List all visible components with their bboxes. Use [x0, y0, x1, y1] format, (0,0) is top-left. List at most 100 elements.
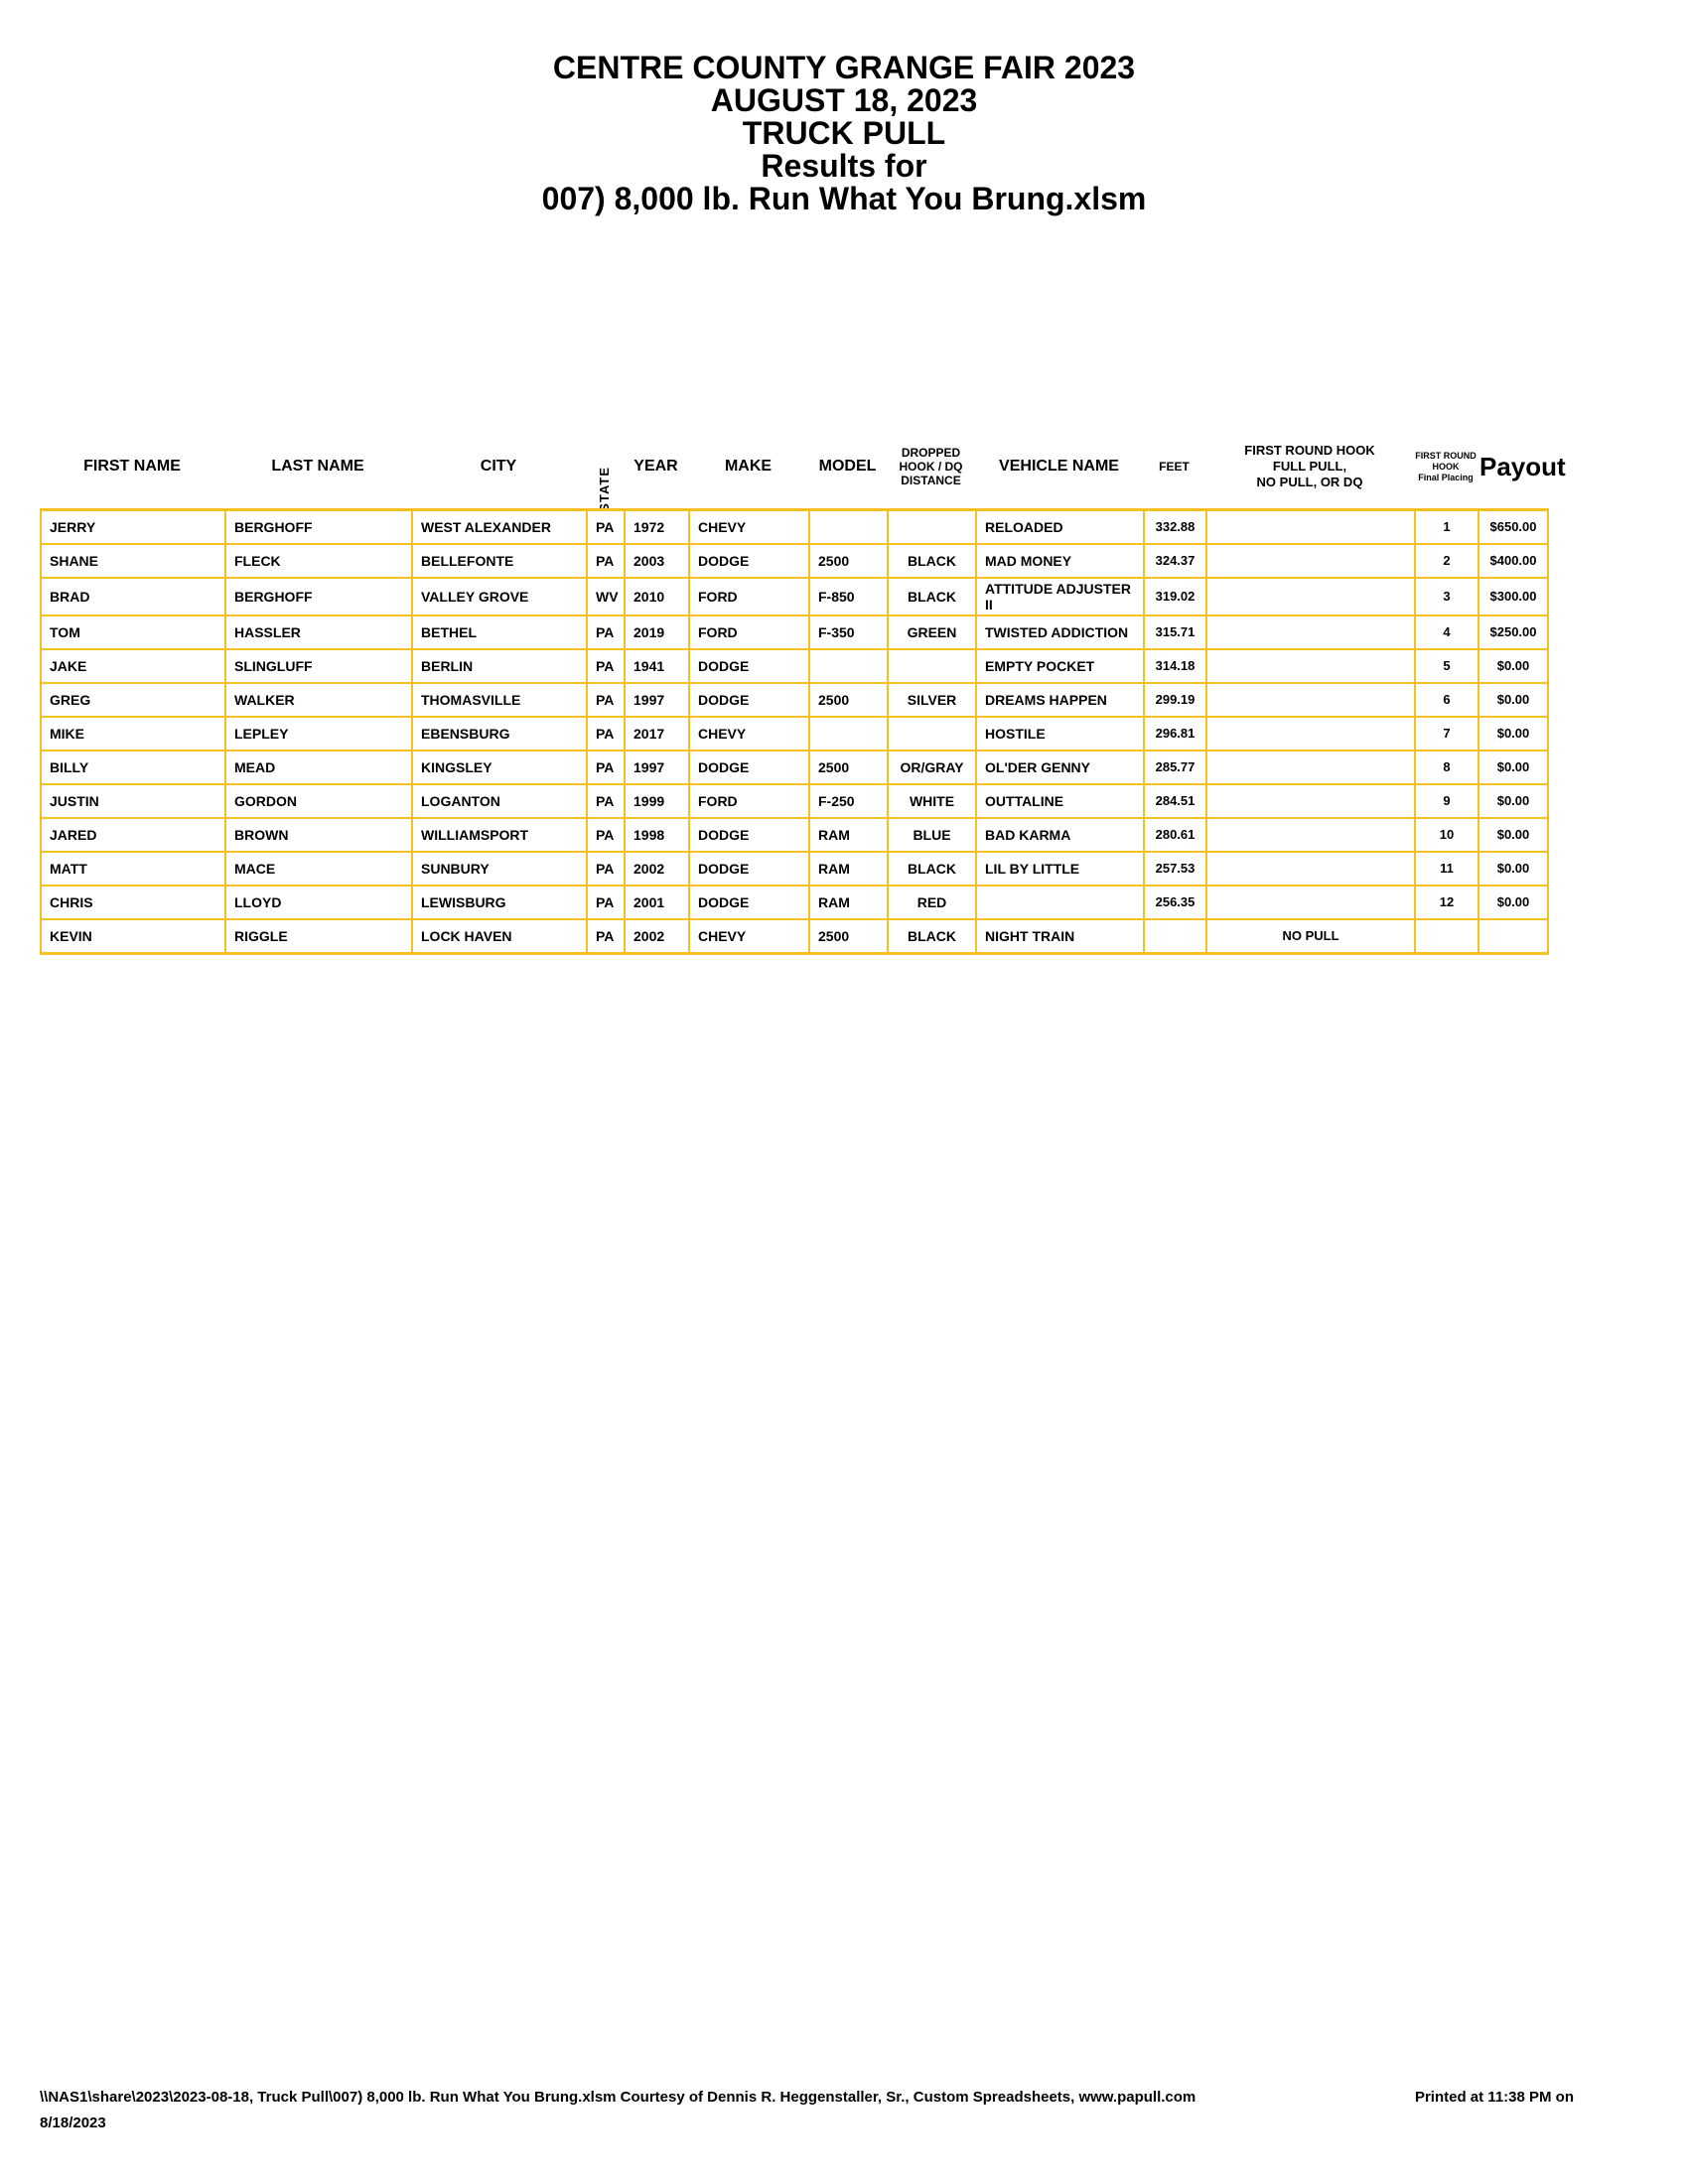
results-table-body: JERRY BERGHOFF WEST ALEXANDER PA 1972 CHEVY RE… — [40, 508, 1549, 955]
cell-city: THOMASVILLE — [411, 682, 588, 718]
cell-feet: 296.81 — [1143, 716, 1207, 751]
header-last-name: LAST NAME — [271, 458, 364, 475]
header-vehicle-name: VEHICLE NAME — [999, 458, 1119, 475]
cell-payout: $0.00 — [1477, 885, 1549, 920]
cell-state: PA — [586, 750, 626, 785]
cell-payout: $0.00 — [1477, 750, 1549, 785]
cell-last: FLECK — [224, 543, 413, 579]
cell-feet — [1143, 918, 1207, 955]
cell-year: 2001 — [624, 885, 690, 920]
cell-make: DODGE — [688, 648, 810, 684]
cell-model: 2500 — [808, 750, 889, 785]
cell-first: BILLY — [40, 750, 226, 785]
cell-color: RED — [887, 885, 977, 920]
cell-vehicle: BAD KARMA — [975, 817, 1145, 853]
cell-payout: $250.00 — [1477, 614, 1549, 650]
cell-model: F-250 — [808, 783, 889, 819]
cell-year: 1972 — [624, 508, 690, 545]
cell-color — [887, 716, 977, 751]
cell-payout: $650.00 — [1477, 508, 1549, 545]
cell-year: 2010 — [624, 577, 690, 616]
header-final-placing: FIRST ROUND HOOK Final Placing — [1415, 450, 1477, 482]
cell-feet: 299.19 — [1143, 682, 1207, 718]
cell-city: LEWISBURG — [411, 885, 588, 920]
cell-model: F-350 — [808, 614, 889, 650]
cell-color: WHITE — [887, 783, 977, 819]
title-event-type: TRUCK PULL — [742, 115, 946, 151]
cell-model — [808, 648, 889, 684]
cell-state: PA — [586, 508, 626, 545]
cell-make: DODGE — [688, 885, 810, 920]
cell-hook — [1205, 716, 1416, 751]
cell-year: 1997 — [624, 682, 690, 718]
cell-hook — [1205, 817, 1416, 853]
footer-line-1: \\NAS1\share\2023\2023-08-18, Truck Pull… — [40, 2085, 1574, 2111]
cell-place: 2 — [1414, 543, 1479, 579]
cell-place: 8 — [1414, 750, 1479, 785]
cell-last: BROWN — [224, 817, 413, 853]
cell-feet: 324.37 — [1143, 543, 1207, 579]
cell-model: 2500 — [808, 918, 889, 955]
cell-payout: $300.00 — [1477, 577, 1549, 616]
cell-vehicle: NIGHT TRAIN — [975, 918, 1145, 955]
footer-printed-at: Printed at 11:38 PM on — [1414, 2089, 1574, 2106]
cell-payout: $0.00 — [1477, 716, 1549, 751]
cell-make: DODGE — [688, 543, 810, 579]
cell-place: 10 — [1414, 817, 1479, 853]
header-year: YEAR — [633, 458, 678, 475]
title-event-date: AUGUST 18, 2023 — [710, 82, 978, 118]
table-row: MATT MACE SUNBURY PA 2002 DODGE RAM BLACK LIL BY… — [40, 851, 1549, 887]
cell-city: BETHEL — [411, 614, 588, 650]
cell-city: WEST ALEXANDER — [411, 508, 588, 545]
cell-vehicle: DREAMS HAPPEN — [975, 682, 1145, 718]
cell-payout: $0.00 — [1477, 817, 1549, 853]
cell-state: PA — [586, 817, 626, 853]
cell-state: PA — [586, 885, 626, 920]
cell-make: DODGE — [688, 750, 810, 785]
header-payout: Payout — [1479, 452, 1566, 481]
cell-feet: 257.53 — [1143, 851, 1207, 887]
header-model: MODEL — [818, 458, 877, 475]
header-first-round-hook: FIRST ROUND HOOK FULL PULL, NO PULL, OR … — [1244, 443, 1375, 489]
cell-vehicle: EMPTY POCKET — [975, 648, 1145, 684]
cell-make: DODGE — [688, 851, 810, 887]
cell-make: FORD — [688, 614, 810, 650]
cell-hook — [1205, 543, 1416, 579]
cell-first: MIKE — [40, 716, 226, 751]
cell-year: 2002 — [624, 918, 690, 955]
cell-payout: $0.00 — [1477, 682, 1549, 718]
cell-vehicle — [975, 885, 1145, 920]
cell-payout: $0.00 — [1477, 783, 1549, 819]
cell-city: WILLIAMSPORT — [411, 817, 588, 853]
cell-make: FORD — [688, 577, 810, 616]
cell-feet: 280.61 — [1143, 817, 1207, 853]
cell-hook — [1205, 508, 1416, 545]
cell-color: BLACK — [887, 918, 977, 955]
cell-year: 1997 — [624, 750, 690, 785]
cell-year: 2003 — [624, 543, 690, 579]
header-feet: FEET — [1159, 460, 1190, 474]
table-row: BILLY MEAD KINGSLEY PA 1997 DODGE 2500 OR/GRAY O… — [40, 750, 1549, 785]
cell-color: BLUE — [887, 817, 977, 853]
table-row: BRAD BERGHOFF VALLEY GROVE WV 2010 FORD F-850 B… — [40, 577, 1549, 616]
cell-model: 2500 — [808, 682, 889, 718]
cell-hook — [1205, 750, 1416, 785]
cell-model: RAM — [808, 817, 889, 853]
cell-year: 2019 — [624, 614, 690, 650]
cell-payout — [1477, 918, 1549, 955]
table-row: KEVIN RIGGLE LOCK HAVEN PA 2002 CHEVY 2500 BLAC… — [40, 918, 1549, 955]
cell-color: SILVER — [887, 682, 977, 718]
cell-color: OR/GRAY — [887, 750, 977, 785]
cell-color: BLACK — [887, 543, 977, 579]
cell-place: 3 — [1414, 577, 1479, 616]
cell-city: LOCK HAVEN — [411, 918, 588, 955]
cell-hook: NO PULL — [1205, 918, 1416, 955]
cell-first: JUSTIN — [40, 783, 226, 819]
cell-last: MEAD — [224, 750, 413, 785]
cell-feet: 314.18 — [1143, 648, 1207, 684]
cell-city: BERLIN — [411, 648, 588, 684]
cell-hook — [1205, 614, 1416, 650]
title-event-name: CENTRE COUNTY GRANGE FAIR 2023 — [552, 50, 1136, 85]
table-row: TOM HASSLER BETHEL PA 2019 FORD F-350 GREEN TWIS… — [40, 614, 1549, 650]
cell-state: PA — [586, 614, 626, 650]
